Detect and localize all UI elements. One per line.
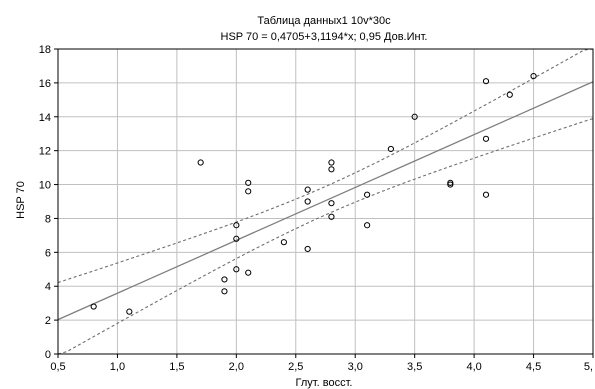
data-point [328, 166, 335, 173]
data-point [328, 159, 335, 166]
x-tick-label: 1,0 [110, 361, 125, 373]
y-axis-label: HSP 70 [15, 181, 27, 219]
y-axis-ticks: 0 2 4 6 8 10 12 14 16 18 [39, 44, 58, 361]
x-tick-label: 5, [584, 361, 593, 373]
data-point [328, 200, 335, 207]
x-tick-label: 4,5 [526, 361, 541, 373]
data-point [245, 188, 252, 195]
data-point [126, 308, 133, 315]
regression-line-group [57, 81, 594, 321]
y-tick-label: 18 [39, 44, 51, 56]
data-point [233, 222, 240, 229]
chart-subtitle: HSP 70 = 0,4705+3,1194*x; 0,95 Дов.Инт. [221, 31, 428, 43]
data-point [304, 186, 311, 193]
data-point [447, 181, 454, 188]
plot-frame [57, 48, 594, 355]
x-tick-label: 2,0 [229, 361, 244, 373]
x-axis-ticks: 0,5 1,0 1,5 2,0 2,5 3,0 3,5 4,0 4,5 5, [50, 354, 594, 373]
data-point [506, 91, 513, 98]
data-point [233, 235, 240, 242]
y-tick-label: 6 [45, 247, 51, 259]
data-point [411, 113, 418, 120]
data-point [233, 266, 240, 273]
data-point [221, 276, 228, 283]
data-point [482, 78, 490, 85]
confidence-upper-line [57, 48, 594, 284]
data-point [245, 269, 252, 276]
y-tick-label: 10 [39, 180, 51, 192]
data-point [221, 288, 228, 295]
x-axis-label: Глут. восст. [296, 377, 353, 389]
data-point [482, 135, 490, 142]
data-point [245, 179, 252, 186]
y-tick-label: 12 [39, 146, 51, 158]
confidence-lower-line [57, 117, 594, 355]
y-tick-label: 0 [45, 349, 51, 361]
y-tick-label: 8 [45, 213, 51, 225]
y-tick-label: 16 [39, 78, 51, 90]
x-tick-label: 0,5 [50, 361, 65, 373]
x-tick-label: 4,0 [466, 361, 481, 373]
data-point [304, 198, 311, 205]
data-point [328, 213, 335, 220]
y-tick-label: 14 [39, 112, 51, 124]
x-tick-label: 3,5 [407, 361, 422, 373]
x-tick-label: 1,5 [169, 361, 184, 373]
x-tick-label: 2,5 [288, 361, 303, 373]
chart-title: Таблица данных1 10v*30c [257, 15, 391, 27]
x-tick-label: 3,0 [348, 361, 363, 373]
data-point [482, 191, 490, 198]
data-point [530, 73, 537, 80]
data-point [364, 191, 371, 198]
data-point [280, 239, 287, 246]
confidence-interval [57, 48, 594, 355]
data-point [387, 145, 394, 153]
data-point [304, 245, 311, 253]
data-point [197, 159, 204, 166]
regression-line [57, 81, 594, 321]
y-tick-label: 4 [45, 281, 51, 293]
data-point [447, 179, 454, 186]
data-point [364, 222, 371, 229]
data-points [90, 73, 537, 315]
y-tick-label: 2 [45, 315, 51, 327]
data-point [90, 303, 97, 310]
